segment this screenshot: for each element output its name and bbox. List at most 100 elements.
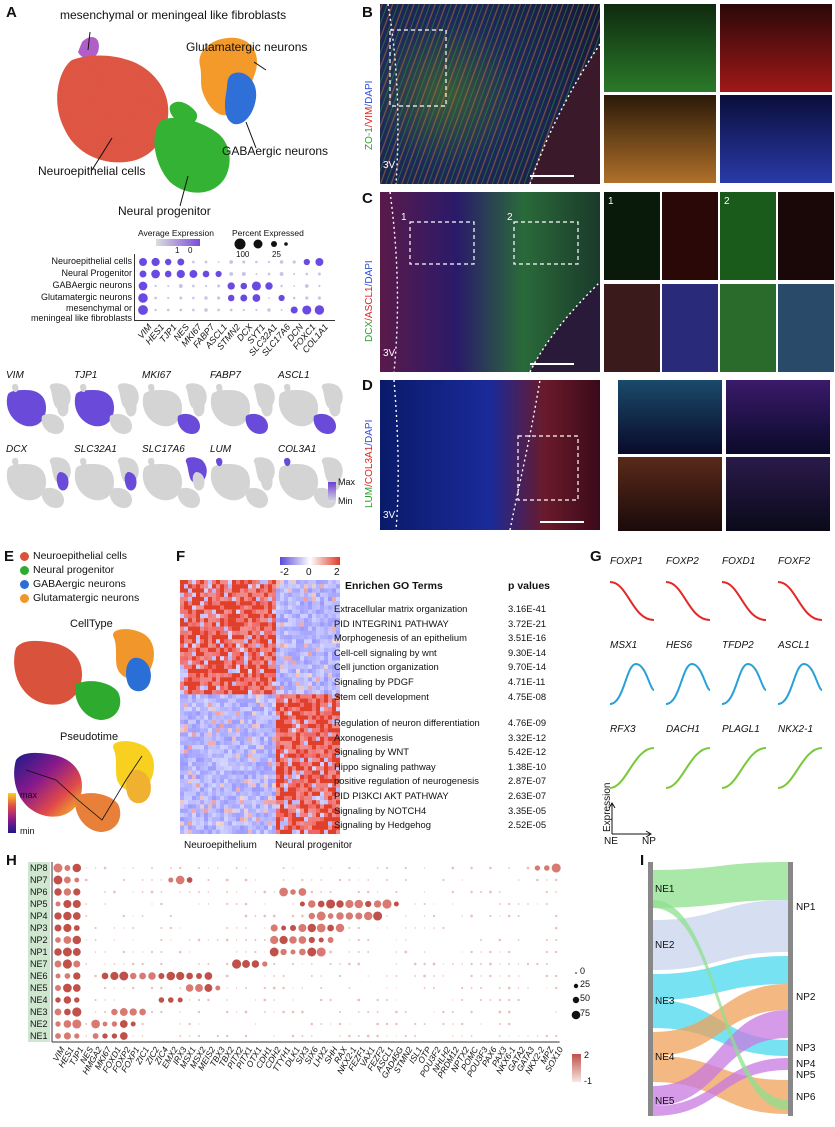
heatmap-cell — [252, 707, 257, 712]
heatmap-cell — [320, 711, 325, 716]
feature-plot: SLC32A1 — [72, 444, 148, 508]
heatmap-cell — [280, 690, 285, 695]
heatmap-cell — [260, 778, 265, 784]
heatmap-cell — [316, 753, 321, 758]
heatmap-cell — [248, 698, 253, 703]
heatmap-cell — [276, 622, 281, 627]
heatmap-cell — [272, 592, 277, 598]
heatmap-cell — [256, 829, 261, 834]
heatmap-cell — [220, 592, 225, 598]
heatmap-cell — [220, 723, 225, 729]
dot-h-mark — [290, 949, 296, 955]
heatmap-cell — [256, 762, 261, 767]
heatmap-cell — [272, 791, 277, 797]
dot-h-mark — [272, 914, 276, 918]
heatmap-cell — [312, 622, 317, 627]
dot-h-mark — [102, 1021, 108, 1027]
heatmap-cell — [260, 643, 265, 648]
heatmap-cell — [312, 673, 317, 678]
heatmap-cell — [188, 707, 193, 712]
heatmap-cell — [304, 766, 309, 771]
heatmap-cell — [240, 609, 245, 615]
heatmap-cell — [312, 584, 317, 589]
heatmap-cell — [232, 707, 237, 712]
heatmap-cell — [256, 740, 261, 746]
heatmap-cell — [256, 766, 261, 771]
heatmap-cell — [232, 774, 237, 780]
dot-a-mark — [179, 296, 183, 300]
dot-h-mark — [54, 984, 62, 992]
heatmap-cell — [216, 626, 221, 631]
heatmap-cell — [292, 723, 297, 729]
heatmap-cell — [228, 698, 233, 703]
heatmap-cell — [316, 757, 321, 763]
dot-h-mark — [308, 912, 316, 920]
heatmap-cell — [236, 622, 241, 627]
dot-h-mark — [198, 903, 200, 905]
heatmap-cell — [200, 647, 205, 653]
heatmap-cell — [308, 694, 313, 699]
heatmap-cell — [328, 580, 333, 585]
heatmap-cell — [288, 829, 293, 834]
heatmap-cell — [308, 829, 313, 834]
heatmap-cell — [216, 791, 221, 797]
dot-h-mark — [518, 1035, 520, 1037]
heatmap-cell — [312, 596, 317, 602]
heatmap-cell — [328, 783, 333, 788]
heatmap-cell — [332, 812, 337, 818]
dot-h-mark — [318, 937, 324, 943]
heatmap-cell — [336, 766, 340, 771]
heatmap-cell — [236, 770, 241, 775]
dot-h-mark — [442, 926, 445, 930]
heatmap-cell — [336, 626, 340, 631]
heatmap-cell — [204, 681, 209, 687]
heatmap-cell — [292, 588, 297, 593]
heatmap-cell — [228, 677, 233, 682]
heatmap-cell — [276, 812, 281, 818]
heatmap-cell — [260, 668, 265, 674]
heatmap-cell — [280, 715, 285, 720]
dot-h-mark — [235, 1011, 238, 1013]
heatmap-cell — [304, 783, 309, 788]
heatmap-cell — [236, 795, 241, 801]
heatmap-cell — [300, 685, 305, 691]
heatmap-cell — [192, 778, 197, 784]
dot-h-mark — [452, 903, 454, 905]
heatmap-cell — [236, 812, 241, 818]
heatmap-cell — [204, 635, 209, 640]
heatmap-cell — [320, 656, 325, 661]
heatmap-cell — [240, 829, 245, 834]
heatmap-cell — [212, 702, 217, 708]
heatmap-cell — [208, 673, 213, 678]
heatmap-cell — [196, 635, 201, 640]
heatmap-cell — [184, 596, 189, 602]
heatmap-cell — [200, 605, 205, 610]
heatmap-cell — [280, 762, 285, 767]
dot-h-mark — [357, 890, 360, 894]
heatmap-cell — [292, 643, 297, 648]
heatmap-cell — [228, 753, 233, 758]
dot-h-mark — [204, 984, 213, 992]
heatmap-cell — [248, 808, 253, 814]
dot-h-mark — [113, 939, 116, 941]
panel-c-inset1-dapi — [662, 284, 718, 372]
heatmap-cell — [232, 800, 237, 805]
heatmap-cell — [276, 592, 281, 598]
heatmap-cell — [248, 740, 253, 746]
dot-h-mark — [365, 900, 372, 908]
dotplot-h-row-label: NP7 — [30, 875, 48, 885]
go-p-value: 3.16E-41 — [508, 603, 547, 614]
heatmap-cell — [240, 745, 245, 750]
heatmap-cell — [332, 618, 337, 623]
heatmap-cell — [292, 592, 297, 598]
heatmap-cell — [320, 584, 325, 589]
heatmap-cell — [240, 740, 245, 746]
heatmap-cell — [312, 812, 317, 818]
heatmap-cell — [300, 719, 305, 725]
dot-h-mark — [551, 863, 561, 873]
heatmap-cell — [336, 791, 340, 797]
dot-h-mark — [102, 1033, 108, 1039]
heatmap-cell — [288, 707, 293, 712]
heatmap-cell — [236, 660, 241, 665]
heatmap-cell — [224, 749, 229, 754]
